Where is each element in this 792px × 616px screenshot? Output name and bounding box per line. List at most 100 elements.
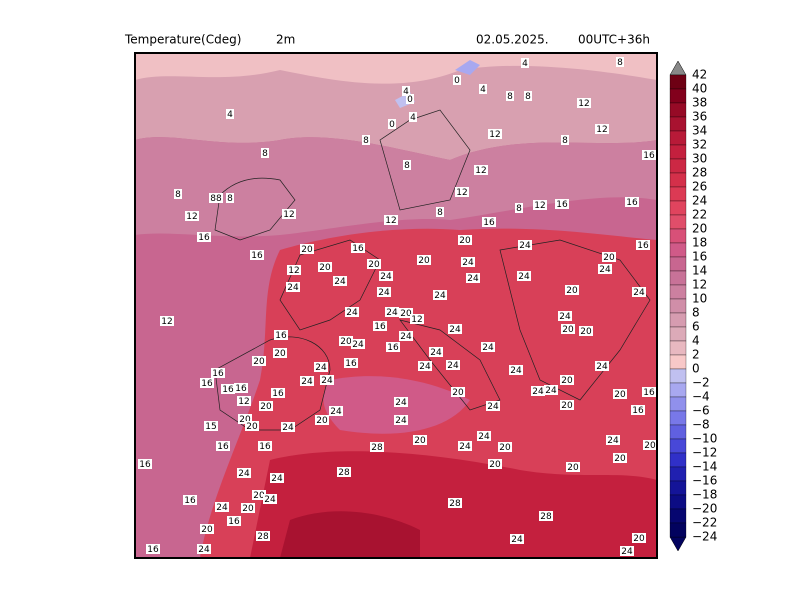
station-label-box — [413, 435, 427, 445]
station-label-box — [509, 365, 523, 375]
station-label: 20 — [246, 422, 258, 432]
station-label: 24 — [430, 348, 442, 358]
station-label-box — [234, 383, 248, 393]
colorbar-label: 32 — [692, 138, 707, 152]
colorbar-label: 22 — [692, 208, 707, 222]
station-label: 8 — [516, 204, 522, 214]
station-label: 24 — [198, 545, 210, 555]
station-label: 20 — [644, 441, 656, 451]
colorbar-label: −12 — [692, 446, 717, 460]
station-label: 12 — [456, 188, 467, 198]
station-label: 20 — [567, 463, 579, 473]
station-label: 24 — [346, 308, 358, 318]
station-label: 20 — [301, 245, 313, 255]
station-label-box — [418, 361, 432, 371]
station-label: 20 — [562, 325, 574, 335]
station-label: 16 — [345, 359, 357, 369]
station-label-box — [429, 347, 443, 357]
station-label: 24 — [559, 312, 571, 322]
station-label: 16 — [201, 379, 213, 389]
station-label-box — [613, 389, 627, 399]
station-label: 8 — [562, 136, 568, 146]
station-label-box — [318, 262, 332, 272]
station-label-box — [399, 308, 413, 318]
colorbar-band — [669, 270, 687, 286]
station-label-box — [394, 397, 408, 407]
station-label: 12 — [475, 166, 486, 176]
station-label: 0 — [389, 120, 395, 130]
station-label-box — [561, 324, 575, 334]
colorbar-band — [669, 298, 687, 314]
station-label: 24 — [478, 432, 490, 442]
station-label-box — [620, 546, 634, 556]
station-label-box — [448, 498, 462, 508]
station-label: 12 — [288, 266, 299, 276]
station-label-box — [399, 331, 413, 341]
station-label-box — [410, 314, 424, 324]
station-label: 15 — [205, 422, 216, 432]
station-label-box — [417, 255, 431, 265]
station-label-box — [250, 250, 264, 260]
station-label-box — [486, 401, 500, 411]
colorbar-band — [669, 130, 687, 146]
colorbar-label: −2 — [692, 376, 710, 390]
station-label: 12 — [161, 317, 172, 327]
station-label-box — [221, 384, 235, 394]
station-label-box — [448, 324, 462, 334]
station-label-box — [477, 431, 491, 441]
station-label-box — [241, 503, 255, 513]
colorbar-label: 42 — [692, 68, 707, 82]
station-label-box — [384, 215, 398, 225]
station-label-box — [344, 358, 358, 368]
colorbar-band — [669, 228, 687, 244]
station-label: 24 — [380, 272, 392, 282]
station-label-box — [636, 240, 650, 250]
colorbar-label: −20 — [692, 502, 717, 516]
station-label: 24 — [467, 274, 479, 284]
station-label-box — [598, 264, 612, 274]
station-label: 24 — [462, 258, 474, 268]
station-label-box — [602, 252, 616, 262]
station-label: 4 — [480, 85, 486, 95]
colorbar-label: 18 — [692, 236, 707, 250]
station-label-box — [510, 534, 524, 544]
station-label-box — [402, 86, 410, 96]
station-label: 24 — [607, 436, 619, 446]
station-label-box — [315, 415, 329, 425]
colorbar-band — [669, 144, 687, 160]
station-label-box — [560, 375, 574, 385]
station-label-box — [300, 376, 314, 386]
station-label-box — [409, 112, 417, 122]
colorbar-band — [669, 480, 687, 496]
station-label-box — [632, 533, 646, 543]
station-label: 16 — [147, 545, 159, 555]
station-label: 0 — [454, 76, 460, 86]
colorbar-band — [669, 102, 687, 118]
station-label-box — [215, 502, 229, 512]
colorbar-band — [669, 326, 687, 342]
station-label-box — [287, 265, 301, 275]
station-label-box — [515, 203, 523, 213]
colorbar-band — [669, 382, 687, 398]
station-label: 24 — [419, 362, 431, 372]
colorbar-band — [669, 494, 687, 510]
run: 00UTC+36h — [578, 33, 650, 47]
station-label: 24 — [315, 363, 327, 373]
station-label: 16 — [643, 388, 655, 398]
station-label: 16 — [272, 389, 284, 399]
station-label: 24 — [395, 416, 407, 426]
station-label-box — [631, 405, 645, 415]
station-label-box — [200, 378, 214, 388]
station-label: 4 — [227, 110, 233, 120]
station-label-box — [385, 307, 399, 317]
colorbar-band — [669, 284, 687, 300]
station-label-box — [488, 129, 502, 139]
station-label-box — [237, 468, 251, 478]
station-label: 24 — [621, 547, 633, 557]
station-label: 20 — [316, 416, 328, 426]
station-label-box — [518, 240, 532, 250]
colorbar-band — [669, 256, 687, 272]
colorbar-label: −6 — [692, 404, 710, 418]
station-label: 20 — [274, 349, 286, 359]
station-label-box — [314, 362, 328, 372]
